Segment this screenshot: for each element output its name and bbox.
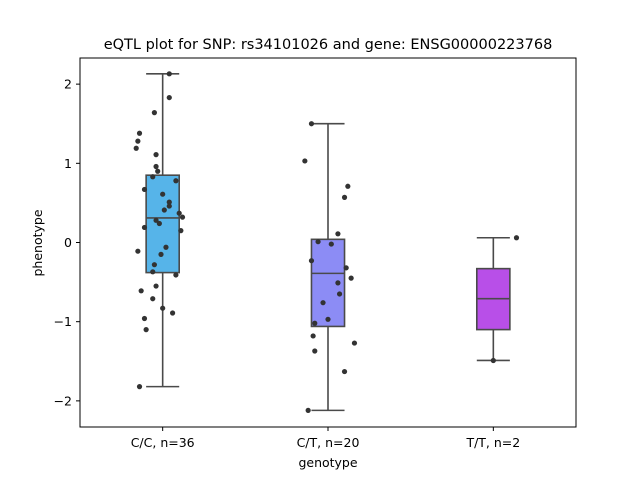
box-group [145,73,180,388]
data-point [312,348,318,354]
y-axis-label: phenotype [30,209,45,276]
data-point [315,239,321,245]
data-point [336,291,343,297]
y-tick-label: −1 [54,314,72,329]
data-point [173,178,179,184]
data-point [343,265,349,271]
data-point [178,228,184,234]
data-point [302,158,308,164]
data-point [135,138,141,144]
data-point [335,280,341,286]
data-point [166,199,172,205]
data-point [141,224,148,231]
x-tick-label: C/C, n=36 [131,435,195,450]
data-point [166,203,172,209]
data-point [150,174,156,180]
x-axis-label: genotype [298,455,357,470]
data-point [328,241,334,247]
data-point [153,163,159,170]
data-point [335,231,341,237]
data-point [348,275,354,281]
data-point [166,71,172,77]
data-point [135,248,141,254]
x-axis: C/C, n=36 C/T, n=20 T/T, n=2 [131,427,520,450]
data-point [341,194,348,200]
data-point [151,262,157,268]
data-point [160,191,166,197]
y-tick-label: 0 [64,235,72,250]
data-point [169,310,176,316]
data-point [166,94,172,101]
data-point [179,214,186,220]
data-point [136,130,143,136]
data-point [153,217,159,223]
data-point [150,269,156,275]
box-group [475,236,511,362]
data-point [308,258,315,264]
data-point [141,315,148,322]
x-tick-label: C/T, n=20 [297,435,360,450]
data-point [308,121,315,127]
data-point [513,235,520,241]
y-tick-label: −2 [54,393,72,408]
data-point [163,244,169,250]
plot-area [133,71,520,413]
data-point [141,186,148,193]
data-point [136,384,143,390]
data-point [341,368,348,375]
chart-title: eQTL plot for SNP: rs34101026 and gene: … [104,37,553,53]
data-point [151,110,157,116]
data-point [325,316,331,322]
data-point [312,320,318,326]
data-point [155,168,161,174]
data-point [143,327,149,333]
data-point [133,145,139,151]
x-tick-label: T/T, n=2 [465,435,520,450]
data-point [173,272,179,278]
box-iqr [145,174,180,274]
y-tick-label: 1 [64,156,72,171]
data-point [156,220,162,227]
data-point [320,300,326,306]
data-point [160,305,166,311]
data-point [345,183,351,189]
y-axis: 2 1 0 −1 −2 [54,77,80,408]
y-tick-label: 2 [64,77,72,92]
data-point [158,251,164,257]
data-point [176,210,182,216]
data-point [351,340,358,346]
box-group [310,122,346,412]
data-point [490,357,496,364]
data-point [138,288,144,294]
data-point [161,207,167,213]
data-point [150,296,156,302]
data-point [153,152,159,158]
data-point [305,407,311,413]
data-point [153,283,159,289]
data-point [310,333,316,339]
